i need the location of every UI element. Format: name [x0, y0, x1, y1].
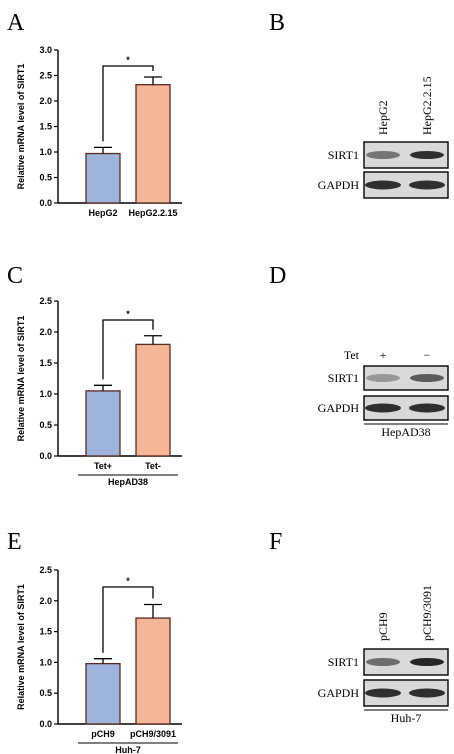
- x-tick-label: pCH9/3091: [130, 729, 176, 739]
- significance-marker: *: [126, 309, 130, 319]
- blot-band: [410, 658, 444, 666]
- y-tick-label: 0.5: [39, 420, 52, 430]
- significance-marker: *: [126, 55, 130, 65]
- lane-label: −: [424, 348, 431, 362]
- y-tick-label: 1.0: [39, 389, 52, 399]
- row-label-sirt1: SIRT1: [328, 655, 359, 669]
- western-blot-f: pCH9 pCH9/3091 SIRT1 GAPDH Huh-7: [318, 585, 449, 725]
- panel-label-a: A: [7, 10, 25, 36]
- row-label-gapdh: GAPDH: [318, 178, 360, 192]
- y-tick-label: 2.0: [39, 327, 52, 337]
- y-axis-title: Relative mRNA level of SIRT1: [16, 584, 26, 710]
- treatment-label: Tet: [344, 348, 360, 362]
- western-blot-d: Tet + − SIRT1 GAPDH HepAD38: [318, 348, 449, 439]
- row-label-gapdh: GAPDH: [318, 401, 360, 415]
- blot-band: [366, 658, 400, 666]
- panel-label-f: F: [269, 529, 282, 555]
- significance-marker: *: [126, 576, 130, 586]
- y-tick-label: 1.0: [39, 147, 52, 157]
- bar-chart-e: 0.0 0.5 1.0 1.5 2.0 2.5 Relative mRNA level of…: [16, 565, 182, 754]
- blot-group-label: Huh-7: [391, 711, 422, 725]
- y-tick-label: 1.5: [39, 627, 52, 637]
- panel-label-d: D: [269, 263, 286, 289]
- bar: [85, 390, 121, 457]
- bar: [135, 617, 171, 725]
- bar: [135, 343, 171, 457]
- y-axis-title: Relative mRNA level of SIRT1: [16, 316, 26, 442]
- row-label-sirt1: SIRT1: [328, 371, 359, 385]
- y-tick-label: 2.0: [39, 596, 52, 606]
- bar-chart-a: 0.0 0.5 1.0 1.5 2.0 2.5 3.0 Relative mRNA level…: [16, 45, 182, 218]
- lane-label: pCH9: [376, 612, 390, 641]
- lane-label: +: [380, 348, 387, 362]
- group-label: HepAD38: [108, 477, 148, 487]
- lane-label: HepG2.2.15: [420, 76, 434, 135]
- y-tick-label: 0.0: [39, 451, 52, 461]
- panel-label-c: C: [7, 263, 23, 289]
- significance-bracket: [102, 586, 154, 653]
- y-tick-label: 0.5: [39, 173, 52, 183]
- y-tick-label: 1.5: [39, 358, 52, 368]
- y-tick-label: 2.0: [39, 96, 52, 106]
- y-axis-title: Relative mRNA level of SIRT1: [16, 64, 26, 190]
- blot-band: [365, 688, 401, 698]
- x-tick-label: HepG2: [88, 208, 117, 218]
- y-tick-label: 2.5: [39, 565, 52, 575]
- western-blot-b: HepG2 HepG2.2.15 SIRT1 GAPDH: [318, 76, 449, 199]
- blot-group-label: HepAD38: [381, 425, 430, 439]
- y-tick-label: 0.0: [39, 719, 52, 729]
- blot-band: [365, 180, 401, 190]
- group-label: Huh-7: [115, 745, 141, 754]
- x-tick-label: Tet+: [94, 461, 112, 471]
- significance-bracket: [102, 319, 154, 380]
- bar-chart-c: 0.0 0.5 1.0 1.5 2.0 2.5 Relative mRNA level of…: [16, 296, 182, 487]
- y-tick-label: 3.0: [39, 45, 52, 55]
- y-tick-label: 1.5: [39, 122, 52, 132]
- blot-band: [409, 180, 445, 190]
- y-tick-label: 0.0: [39, 198, 52, 208]
- y-tick-label: 1.0: [39, 657, 52, 667]
- bar: [85, 662, 121, 725]
- blot-band: [410, 374, 444, 382]
- x-tick-label: HepG2.2.15: [128, 208, 177, 218]
- significance-bracket: [102, 65, 154, 142]
- blot-band: [410, 151, 444, 159]
- y-tick-label: 2.5: [39, 296, 52, 306]
- row-label-sirt1: SIRT1: [328, 148, 359, 162]
- x-tick-label: Tet-: [145, 461, 161, 471]
- row-label-gapdh: GAPDH: [318, 686, 360, 700]
- lane-label: HepG2: [376, 100, 390, 135]
- panel-label-b: B: [269, 10, 285, 36]
- lane-label: pCH9/3091: [420, 585, 434, 641]
- bar: [85, 152, 121, 204]
- blot-band: [366, 151, 400, 159]
- bar: [135, 84, 171, 204]
- blot-band: [366, 374, 400, 382]
- y-tick-label: 2.5: [39, 71, 52, 81]
- blot-band: [409, 403, 445, 413]
- panel-label-e: E: [7, 529, 22, 555]
- y-tick-label: 0.5: [39, 688, 52, 698]
- blot-band: [409, 688, 445, 698]
- x-tick-label: pCH9: [91, 729, 115, 739]
- blot-band: [365, 403, 401, 413]
